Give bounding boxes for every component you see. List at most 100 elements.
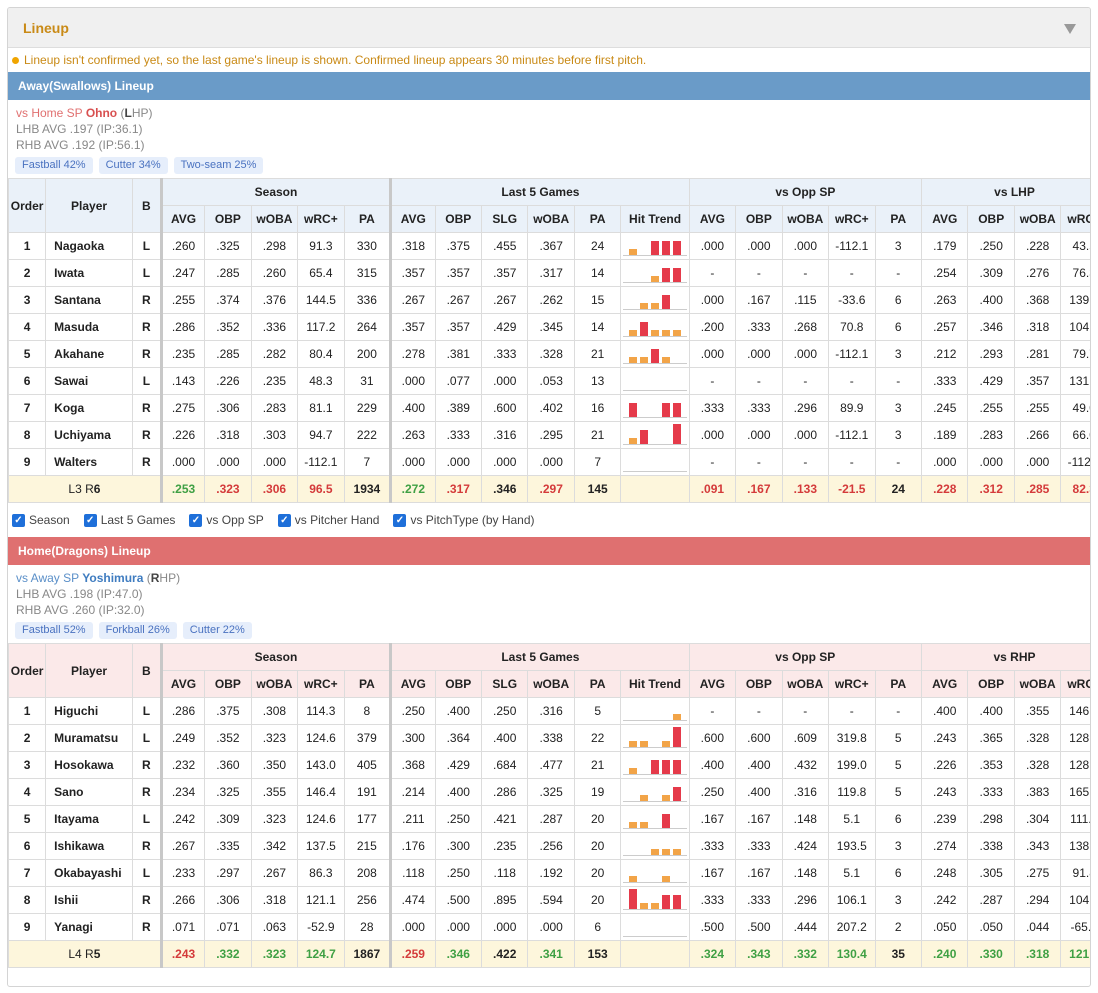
opp-sp-stat: .167 xyxy=(735,286,783,314)
opp-sp-stat: 106.1 xyxy=(828,886,876,914)
hit-trend-bar xyxy=(661,876,670,882)
player-name[interactable]: Ishii xyxy=(45,886,133,914)
season-stat: 117.2 xyxy=(297,313,345,341)
panel-header[interactable]: Lineup xyxy=(8,8,1090,48)
total-hand-stat: .330 xyxy=(967,940,1015,968)
player-name[interactable]: Higuchi xyxy=(45,697,133,725)
opp-sp-stat: 89.9 xyxy=(828,394,876,422)
hand-col-header[interactable]: AVG xyxy=(920,670,969,698)
opp-col-header[interactable]: wRC+ xyxy=(828,205,876,233)
season-col-header[interactable]: AVG xyxy=(159,670,206,698)
opp-col-header[interactable]: wRC+ xyxy=(828,670,876,698)
last5-col-header[interactable]: OBP xyxy=(434,205,483,233)
player-name[interactable]: Sano xyxy=(45,778,133,806)
last5-col-header[interactable]: wOBA xyxy=(527,205,575,233)
opp-col-header[interactable]: wOBA xyxy=(781,205,830,233)
player-name[interactable]: Walters xyxy=(45,448,133,476)
hand-col-header[interactable]: wRC+ xyxy=(1060,205,1090,233)
opp-col-header[interactable]: OBP xyxy=(735,205,783,233)
last5-col-header[interactable]: PA xyxy=(573,205,622,233)
sp-hand: L xyxy=(124,106,132,120)
opp-sp-stat: 199.0 xyxy=(828,751,876,779)
last5-stat: .000 xyxy=(389,448,436,476)
sp-hand-rest: HP) xyxy=(131,106,153,120)
checkbox-checked-icon[interactable]: ✓ xyxy=(393,513,407,527)
batting-order: 9 xyxy=(8,448,47,476)
hand-col-header[interactable]: OBP xyxy=(967,670,1015,698)
pitch-type-pill: Fastball 52% xyxy=(15,622,93,639)
last5-col-header[interactable]: AVG xyxy=(389,670,436,698)
player-name[interactable]: Santana xyxy=(45,286,133,314)
season-stat: 208 xyxy=(343,859,392,887)
player-name[interactable]: Masuda xyxy=(45,313,133,341)
sp-name[interactable]: Yoshimura xyxy=(82,571,144,585)
opp-col-header[interactable]: PA xyxy=(874,205,923,233)
opp-col-header[interactable]: wOBA xyxy=(781,670,830,698)
hand-col-header[interactable]: wOBA xyxy=(1013,670,1062,698)
checkbox-checked-icon[interactable]: ✓ xyxy=(83,513,97,527)
opp-sp-stat: .000 xyxy=(781,232,830,260)
season-col-header[interactable]: wOBA xyxy=(250,205,299,233)
season-col-header[interactable]: PA xyxy=(343,670,392,698)
opp-col-header[interactable]: PA xyxy=(874,670,922,698)
sp-name[interactable]: Ohno xyxy=(85,106,118,120)
player-name[interactable]: Nagaoka xyxy=(45,232,133,260)
player-name[interactable]: Ishikawa xyxy=(45,832,133,860)
season-col-header[interactable]: OBP xyxy=(204,670,252,698)
player-name[interactable]: Okabayashi xyxy=(45,859,133,887)
batting-order: 6 xyxy=(8,367,47,395)
last5-col-header[interactable]: SLG xyxy=(480,670,529,698)
season-col-header[interactable]: AVG xyxy=(159,205,206,233)
opp-sp-stat: -33.6 xyxy=(828,286,876,314)
opp-col-header[interactable]: AVG xyxy=(688,205,737,233)
hand-stat: .226 xyxy=(920,751,969,779)
player-name[interactable]: Iwata xyxy=(45,259,133,287)
player-name[interactable]: Itayama xyxy=(45,805,133,833)
total-last5-stat: .341 xyxy=(527,940,575,968)
checkbox-checked-icon[interactable]: ✓ xyxy=(277,513,291,527)
hand-col-header[interactable]: OBP xyxy=(967,205,1015,233)
checkbox-checked-icon[interactable]: ✓ xyxy=(12,513,25,527)
season-col-header[interactable]: PA xyxy=(343,205,392,233)
opp-sp-stat: 193.5 xyxy=(828,832,876,860)
hand-col-header[interactable]: AVG xyxy=(921,205,969,233)
column-toggle-checkbox[interactable]: ✓ Season xyxy=(12,513,70,527)
season-col-header[interactable]: wOBA xyxy=(250,670,299,698)
player-name[interactable]: Yanagi xyxy=(45,913,133,941)
last5-col-header[interactable]: Hit Trend xyxy=(620,670,690,698)
last5-col-header[interactable]: OBP xyxy=(434,670,482,698)
last5-col-header[interactable]: Hit Trend xyxy=(620,205,690,233)
season-col-header[interactable]: OBP xyxy=(204,205,252,233)
column-toggle-checkbox[interactable]: ✓ vs Pitcher Hand xyxy=(277,513,379,527)
player-name[interactable]: Koga xyxy=(45,394,133,422)
last5-col-header[interactable]: PA xyxy=(573,670,622,698)
hit-trend-cell xyxy=(620,913,690,941)
season-col-header[interactable]: wRC+ xyxy=(297,205,345,233)
player-name[interactable]: Muramatsu xyxy=(45,724,133,752)
hand-col-header[interactable]: wRC+ xyxy=(1060,670,1090,698)
column-toggle-checkbox[interactable]: ✓ vs Opp SP xyxy=(189,513,264,527)
last5-col-header[interactable]: AVG xyxy=(389,205,436,233)
collapse-triangle-icon[interactable] xyxy=(1064,23,1076,34)
season-col-header[interactable]: wRC+ xyxy=(297,670,345,698)
opp-col-header[interactable]: AVG xyxy=(688,670,737,698)
player-header: Player xyxy=(45,178,133,233)
player-name[interactable]: Hosokawa xyxy=(45,751,133,779)
last5-col-header[interactable]: wOBA xyxy=(527,670,575,698)
last5-stat: .402 xyxy=(527,394,575,422)
checkbox-checked-icon[interactable]: ✓ xyxy=(189,513,203,527)
season-stat: 146.4 xyxy=(297,778,345,806)
column-toggle-checkbox[interactable]: ✓ Last 5 Games xyxy=(83,513,175,527)
opp-col-header[interactable]: OBP xyxy=(735,670,783,698)
column-toggle-checkbox[interactable]: ✓ vs PitchType (by Hand) xyxy=(393,513,535,527)
hit-trend-cell xyxy=(620,232,690,260)
season-stat: .234 xyxy=(159,778,206,806)
hand-col-header[interactable]: wOBA xyxy=(1013,205,1062,233)
last5-stat: .429 xyxy=(481,313,529,341)
player-name[interactable]: Uchiyama xyxy=(45,421,133,449)
season-stat: 315 xyxy=(343,259,392,287)
hand-stat: 91.8 xyxy=(1060,859,1090,887)
player-name[interactable]: Akahane xyxy=(45,340,133,368)
last5-col-header[interactable]: SLG xyxy=(481,205,529,233)
player-name[interactable]: Sawai xyxy=(45,367,133,395)
